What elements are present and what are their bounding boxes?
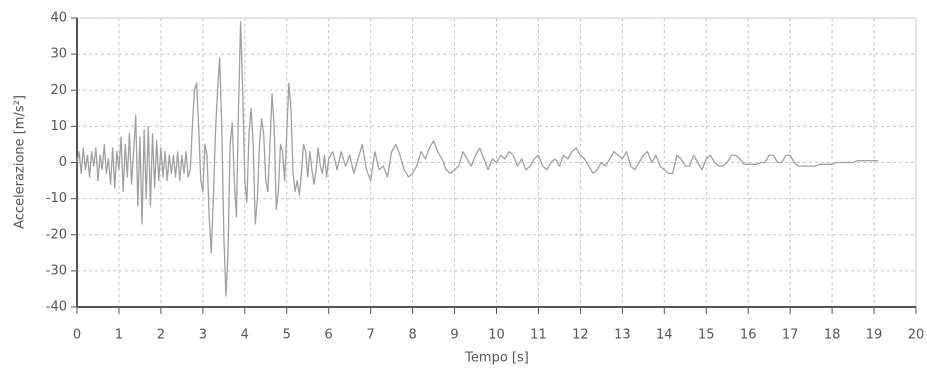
y-tick-label: 10 (50, 119, 67, 134)
y-tick-label: 20 (50, 83, 67, 98)
x-tick-label: 11 (530, 328, 547, 343)
data-line (76, 20, 879, 297)
x-tick-label: 2 (157, 328, 165, 343)
x-tick-label: 20 (908, 328, 925, 343)
y-tick-label: -20 (46, 227, 67, 242)
x-tick-label: 14 (656, 328, 673, 343)
x-tick-label: 8 (408, 328, 416, 343)
x-tick-label: 10 (488, 328, 505, 343)
x-tick-label: 7 (367, 328, 375, 343)
x-tick-label: 9 (450, 328, 458, 343)
x-tick-label: 16 (740, 328, 757, 343)
x-tick-label: 4 (241, 328, 249, 343)
x-tick-label: 5 (283, 328, 291, 343)
x-tick-label: 17 (782, 328, 799, 343)
y-axis-label: Accelerazione [m/s²] (13, 95, 28, 229)
y-tick-label: -10 (46, 191, 67, 206)
x-axis-label: Tempo [s] (464, 351, 529, 366)
x-tick-label: 13 (614, 328, 631, 343)
x-tick-label: 18 (824, 328, 841, 343)
x-tick-label: 19 (866, 328, 883, 343)
x-tick-label: 15 (698, 328, 715, 343)
x-tick-label: 1 (115, 328, 123, 343)
x-tick-label: 0 (73, 328, 81, 343)
y-tick-label: 0 (59, 155, 67, 170)
x-tick-label: 3 (199, 328, 207, 343)
x-tick-label: 6 (325, 328, 333, 343)
y-tick-label: -30 (46, 263, 67, 278)
x-tick-label: 12 (572, 328, 589, 343)
y-tick-label: 30 (50, 47, 67, 62)
y-tick-label: -40 (46, 300, 67, 315)
y-tick-label: 40 (50, 11, 67, 26)
